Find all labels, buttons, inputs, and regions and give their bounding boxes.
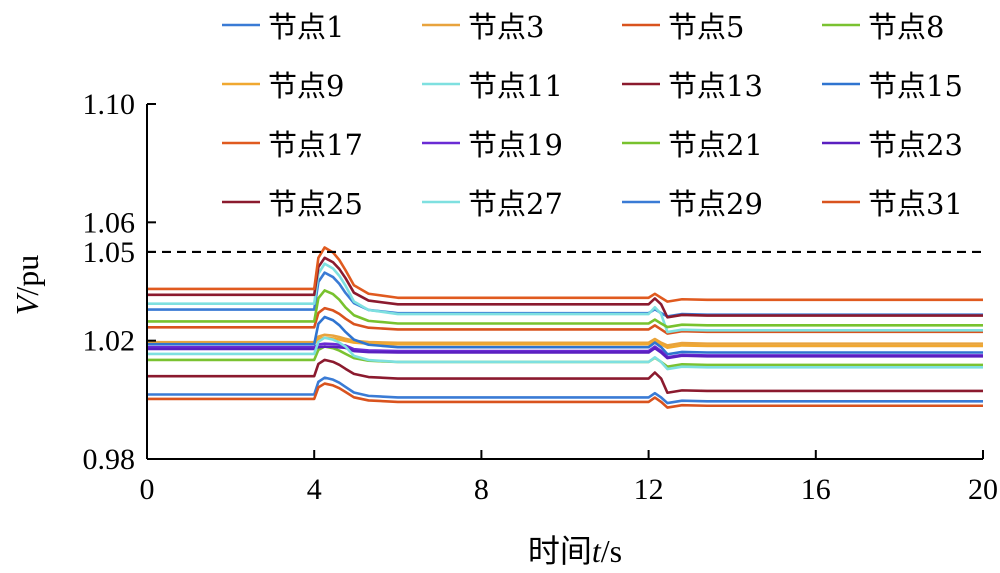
series-line-3 — [147, 306, 983, 335]
legend-label-10: 节点19 — [468, 128, 563, 162]
series-line-7 — [147, 256, 983, 319]
series-line-6 — [147, 262, 983, 334]
series-line-8 — [147, 315, 983, 356]
y-tick-label: 1.02 — [83, 325, 136, 358]
legend-label-15: 节点29 — [668, 187, 763, 221]
legend-label-5: 节点9 — [268, 69, 344, 103]
y-tick-label: 1.10 — [83, 88, 136, 121]
y-axis-label: V/pu — [9, 255, 45, 315]
x-tick-label: 20 — [968, 473, 998, 506]
legend-label-13: 节点25 — [268, 187, 363, 221]
legend-label-12: 节点23 — [868, 128, 963, 162]
series-line-9 — [147, 246, 983, 303]
legend-label-4: 节点8 — [868, 10, 944, 44]
legend-label-14: 节点27 — [468, 187, 563, 221]
series-lines — [147, 246, 983, 409]
x-tick-label: 0 — [140, 473, 155, 506]
x-tick-label: 12 — [634, 473, 664, 506]
x-axis-label: 时间t/s — [528, 533, 622, 569]
y-tick-label: 1.05 — [83, 236, 136, 269]
legend: 节点1 节点3 节点5 节点8 节点9 节点11 节点13 节点15 节点17 节点19 节点21 节… — [222, 10, 963, 221]
legend-label-16: 节点31 — [868, 187, 963, 221]
series-line-15 — [147, 376, 983, 405]
legend-label-2: 节点3 — [468, 10, 544, 44]
axes: 0 4 8 12 16 20 0.98 1.02 1.051.06 1.10 时间t/s V/pu — [9, 88, 998, 569]
legend-label-3: 节点5 — [668, 10, 744, 44]
series-line-11 — [147, 289, 983, 329]
series-line-14 — [147, 336, 983, 371]
y-tick-label: 1.06 — [83, 206, 136, 239]
series-line-12 — [147, 345, 983, 360]
series-line-13 — [147, 358, 983, 395]
legend-label-6: 节点11 — [468, 69, 563, 103]
legend-label-7: 节点13 — [668, 69, 763, 103]
x-tick-label: 16 — [801, 473, 831, 506]
x-tick-label: 8 — [474, 473, 489, 506]
legend-label-11: 节点21 — [668, 128, 763, 162]
legend-label-1: 节点1 — [268, 10, 344, 44]
series-line-16 — [147, 382, 983, 409]
legend-label-8: 节点15 — [868, 69, 963, 103]
y-tick-label: 0.98 — [83, 443, 136, 476]
x-tick-label: 4 — [307, 473, 322, 506]
legend-label-9: 节点17 — [268, 128, 363, 162]
series-line-2 — [147, 333, 983, 347]
